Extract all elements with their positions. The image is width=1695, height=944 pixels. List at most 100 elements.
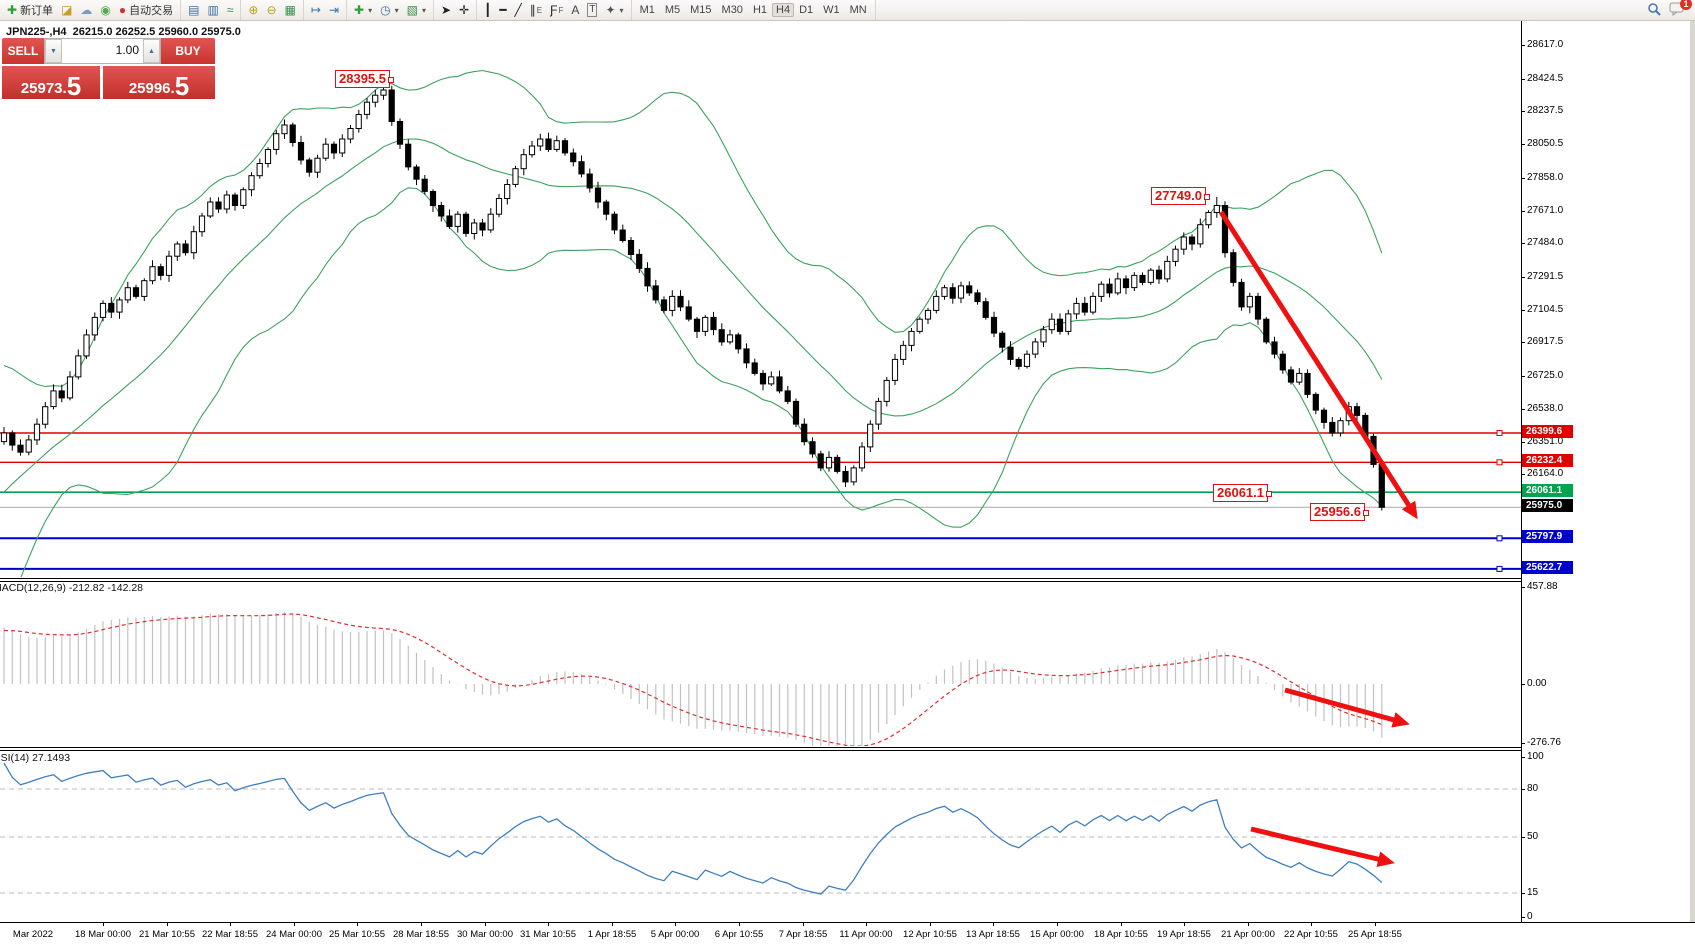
bar-chart-icon: ▤ <box>188 3 200 17</box>
vertical-line-button[interactable]: ┃ <box>480 3 495 17</box>
time-axis-label: 22 Mar 18:55 <box>202 929 258 940</box>
indicator-bucket-icon[interactable]: ◪ <box>57 3 76 17</box>
panel-separator[interactable] <box>0 747 1521 748</box>
cursor-icon: ➤ <box>440 3 452 17</box>
time-tick <box>612 923 613 926</box>
tag-handle[interactable] <box>1204 193 1210 200</box>
line-chart-button[interactable]: ≈ <box>223 3 238 17</box>
one-click-trading-panel: SELL ▼ 1.00 ▲ BUY 25973. 5 25996. 5 <box>2 38 215 99</box>
price-axis-badge: 25975.0 <box>1522 499 1573 512</box>
price-axis-badge: 26232.4 <box>1522 454 1573 467</box>
periods-clock-button[interactable]: ◷ ▾ <box>376 3 403 17</box>
channel-button[interactable]: ∥ E <box>529 3 543 17</box>
timeframe-d1-button[interactable]: D1 <box>799 4 814 16</box>
auto-trading-button[interactable]: ● 自动交易 <box>115 1 177 19</box>
time-tick <box>1375 923 1376 926</box>
crosshair-button[interactable]: ✛ <box>455 3 473 17</box>
time-axis-label: 30 Mar 00:00 <box>457 929 513 940</box>
axis-tick <box>1521 211 1525 212</box>
axis-tick <box>1521 917 1525 918</box>
label-button[interactable]: T <box>583 2 601 18</box>
auto-trading-icon: ● <box>118 3 127 17</box>
timeframe-m1-button[interactable]: M1 <box>639 4 655 16</box>
price-tag[interactable]: 25956.6 <box>1310 503 1369 521</box>
sell-price[interactable]: 25973. 5 <box>2 66 100 99</box>
dropdown-caret-icon[interactable]: ▾ <box>394 5 399 15</box>
timeframe-h1-button[interactable]: H1 <box>752 4 767 16</box>
axis-tick <box>1521 342 1525 343</box>
timeframe-h4-button[interactable]: H4 <box>772 3 795 17</box>
price-axis-badge: 26061.1 <box>1522 484 1573 497</box>
panel-separator[interactable] <box>0 750 1521 751</box>
candlestick-chart-icon: ▥ <box>207 3 219 17</box>
chat-icon[interactable]: 1 <box>1669 0 1692 19</box>
candlestick-chart-button[interactable]: ▥ <box>203 3 222 17</box>
time-tick <box>230 923 231 926</box>
dropdown-caret-icon[interactable]: ▾ <box>368 5 373 15</box>
rsi-axis-label: 80 <box>1527 783 1539 794</box>
toolbar-group: ➤ ✛ <box>434 0 478 20</box>
buy-price[interactable]: 25996. 5 <box>103 66 215 99</box>
time-axis-label: 13 Apr 18:55 <box>966 929 1020 940</box>
profile-icon-icon: ☁ <box>80 3 93 17</box>
dropdown-caret-icon[interactable]: ▾ <box>619 5 624 15</box>
panel-separator[interactable] <box>0 581 1521 582</box>
chart-canvas[interactable] <box>0 20 1695 944</box>
time-tick <box>1184 923 1185 926</box>
timeframe-m5-button[interactable]: M5 <box>664 4 681 16</box>
timeframe-mn-button[interactable]: MN <box>849 4 867 16</box>
time-axis-label: 18 Apr 10:55 <box>1094 929 1148 940</box>
tag-handle[interactable] <box>1266 490 1272 497</box>
horizontal-line-button[interactable]: ━ <box>495 3 510 17</box>
horizontal-lines-layer[interactable] <box>0 430 1521 572</box>
chart-shift-button[interactable]: ⇥ <box>325 3 343 17</box>
shapes-button[interactable]: ✦ ▾ <box>601 3 627 17</box>
chart-window: JPN225-,H4 26215.0 26252.5 25960.0 25975… <box>0 20 1695 944</box>
cursor-button[interactable]: ➤ <box>437 3 455 17</box>
price-tag[interactable]: 28395.5 <box>335 70 394 88</box>
time-axis-label: 6 Apr 10:55 <box>714 929 764 940</box>
template-button[interactable]: ▧ ▾ <box>403 3 430 17</box>
sell-button[interactable]: SELL <box>2 38 44 64</box>
dropdown-caret-icon[interactable]: ▾ <box>421 5 426 15</box>
volume-increase-button[interactable]: ▲ <box>143 39 160 63</box>
auto-scroll-button[interactable]: ↦ <box>307 3 325 17</box>
add-indicator-icon: ✚ <box>354 3 365 17</box>
new-order-button[interactable]: ✚ 新订单 <box>3 1 57 19</box>
time-axis-label: 12 Apr 10:55 <box>903 929 957 940</box>
tile-windows-button[interactable]: ▦ <box>281 3 300 17</box>
text-button[interactable]: A <box>567 3 583 17</box>
price-tag[interactable]: 26061.1 <box>1213 484 1272 502</box>
price-axis-label: 27104.5 <box>1527 304 1564 315</box>
rsi-axis-label: 100 <box>1527 751 1544 762</box>
signals-icon[interactable]: ◉ <box>96 3 114 17</box>
profile-icon[interactable]: ☁ <box>76 3 96 17</box>
search-icon[interactable] <box>1647 2 1661 19</box>
panel-separator[interactable] <box>0 578 1521 579</box>
timeframe-m30-button[interactable]: M30 <box>721 4 743 16</box>
price-tag[interactable]: 27749.0 <box>1151 187 1210 205</box>
timeframe-w1-button[interactable]: W1 <box>823 4 840 16</box>
volume-input[interactable]: 1.00 <box>115 43 139 57</box>
zoom-in-button[interactable]: ⊕ <box>244 3 262 17</box>
time-axis[interactable]: Mar 2022 18 Mar 00:00 21 Mar 10:55 22 Mar 1… <box>0 922 1695 944</box>
trendline-button[interactable]: ╱ <box>511 3 526 17</box>
volume-decrease-button[interactable]: ▼ <box>45 39 62 63</box>
axis-tick <box>1521 474 1525 475</box>
timeframe-m15-button[interactable]: M15 <box>690 4 712 16</box>
axis-tick <box>1521 111 1525 112</box>
volume-control: ▼ 1.00 ▲ <box>44 38 161 64</box>
time-tick <box>675 923 676 926</box>
trend-arrows-layer[interactable] <box>1218 210 1418 868</box>
bar-chart-button[interactable]: ▤ <box>184 3 203 17</box>
tag-handle[interactable] <box>388 76 394 83</box>
buy-button[interactable]: BUY <box>161 38 215 64</box>
add-indicator-button[interactable]: ✚ ▾ <box>350 3 376 17</box>
tag-handle[interactable] <box>1363 509 1369 516</box>
indicator-bucket-icon-icon: ◪ <box>61 3 73 17</box>
timeframe-toolbar: M1 M5 M15 M30 H1 H4 D1 W1 MN <box>632 0 876 20</box>
toolbar-group: ✚ 新订单 ◪ ☁ ◉ ● 自动交易 <box>0 0 182 20</box>
notification-badge[interactable]: 1 <box>1680 0 1692 10</box>
zoom-out-button[interactable]: ⊖ <box>262 3 280 17</box>
